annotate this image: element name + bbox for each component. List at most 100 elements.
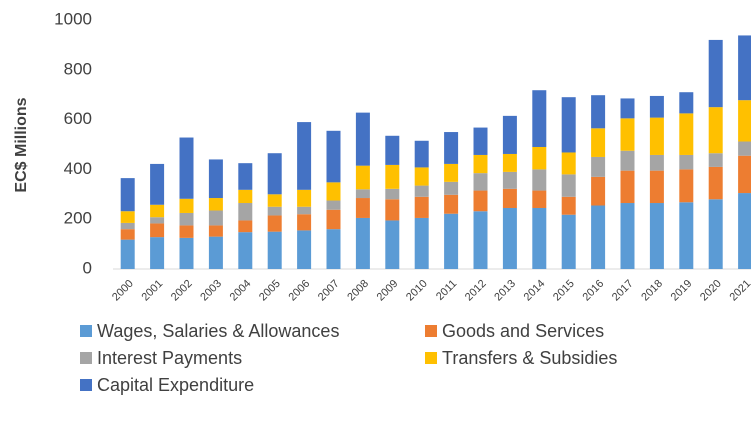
bar-segment (444, 132, 459, 164)
bar-segment (473, 173, 488, 191)
bar-segment (120, 239, 135, 269)
bar-segment (238, 203, 253, 221)
x-tick-label: 2007 (316, 278, 342, 304)
bar-segment (708, 39, 723, 108)
bar-segment (591, 128, 606, 157)
bar-segment (238, 220, 253, 233)
bar-segment (679, 113, 694, 155)
bar-segment (297, 214, 312, 231)
y-tick-label: 0 (83, 258, 92, 277)
bar-segment (208, 159, 223, 199)
bar-segment (297, 189, 312, 207)
bar-segment (679, 92, 694, 114)
bar-segment (738, 100, 751, 142)
bar-segment (414, 196, 429, 218)
bar-segment (208, 198, 223, 211)
bar-segment (120, 211, 135, 223)
bar-segment (297, 122, 312, 190)
bar-segment (444, 181, 459, 195)
bar-segment (414, 140, 429, 168)
bar-segment (620, 118, 635, 151)
legend-swatch (80, 379, 92, 391)
bar-segment (620, 203, 635, 269)
bar-segment (502, 207, 517, 269)
x-tick-label: 2013 (492, 278, 518, 304)
bar-segment (708, 199, 723, 269)
bar-segment (208, 210, 223, 226)
x-tick-label: 2020 (698, 278, 724, 304)
bar-segment (150, 163, 165, 205)
bar-segment (708, 166, 723, 200)
bar-segment (561, 214, 576, 269)
bar-segment (591, 176, 606, 206)
x-tick-label: 2010 (404, 278, 430, 304)
bar-segment (179, 198, 194, 213)
bar-segment (120, 229, 135, 240)
bar-segment (208, 225, 223, 237)
bar-segment (267, 153, 282, 195)
bar-segment (179, 212, 194, 226)
bar-segment (414, 167, 429, 186)
y-tick-label: 400 (64, 159, 92, 178)
bar-segment (679, 169, 694, 203)
bar-segment (326, 209, 341, 230)
x-tick-label: 2002 (169, 278, 195, 304)
bar-segment (708, 153, 723, 167)
x-tick-label: 2011 (434, 278, 459, 303)
bar-segment (738, 193, 751, 269)
bar-segment (561, 196, 576, 215)
bar-segment (238, 163, 253, 190)
bar-segment (414, 185, 429, 197)
bar-segment (473, 154, 488, 174)
legend-swatch (425, 325, 437, 337)
bar-segment (473, 190, 488, 212)
bar-segment (267, 215, 282, 232)
bar-segment (738, 141, 751, 156)
bar-segment (238, 232, 253, 269)
bar-segment (326, 182, 341, 201)
bar-segment (326, 229, 341, 269)
x-tick-label: 2015 (551, 278, 577, 304)
bar-segment (385, 220, 400, 269)
x-tick-label: 2021 (727, 278, 751, 304)
x-tick-label: 2018 (639, 278, 665, 304)
legend-label: Wages, Salaries & Allowances (97, 321, 339, 341)
y-tick-label: 800 (64, 59, 92, 78)
bar-segment (179, 225, 194, 238)
bar-segment (649, 170, 664, 204)
bar-segment (649, 154, 664, 171)
bar-segment (591, 95, 606, 129)
bar-segment (649, 203, 664, 269)
bar-segment (326, 200, 341, 210)
x-tick-label: 2008 (345, 278, 371, 304)
bar-segment (355, 112, 370, 166)
x-tick-label: 2001 (139, 278, 165, 304)
bar-segment (649, 95, 664, 118)
bar-segment (679, 202, 694, 269)
x-tick-label: 2014 (522, 278, 548, 304)
y-tick-label: 600 (64, 109, 92, 128)
bar-segment (385, 164, 400, 189)
y-axis-label: EC$ Millions (13, 97, 30, 192)
bar-segment (150, 204, 165, 218)
bar-segment (473, 211, 488, 269)
bar-segment (591, 205, 606, 269)
bar-segment (502, 115, 517, 154)
bar-segment (444, 163, 459, 182)
bar-segment (620, 170, 635, 204)
bar-segment (267, 194, 282, 207)
legend-swatch (425, 352, 437, 364)
bar-segment (532, 169, 547, 191)
bar-segment (532, 207, 547, 269)
bar-segment (238, 189, 253, 204)
bar-segment (561, 152, 576, 175)
x-tick-label: 2016 (580, 278, 606, 304)
bar-segment (297, 230, 312, 269)
legend-swatch (80, 325, 92, 337)
bar-segment (179, 237, 194, 269)
bar-segment (326, 130, 341, 183)
bar-segment (355, 165, 370, 190)
x-tick-label: 2006 (286, 278, 312, 304)
legend-label: Interest Payments (97, 348, 242, 368)
bar-segment (649, 117, 664, 155)
